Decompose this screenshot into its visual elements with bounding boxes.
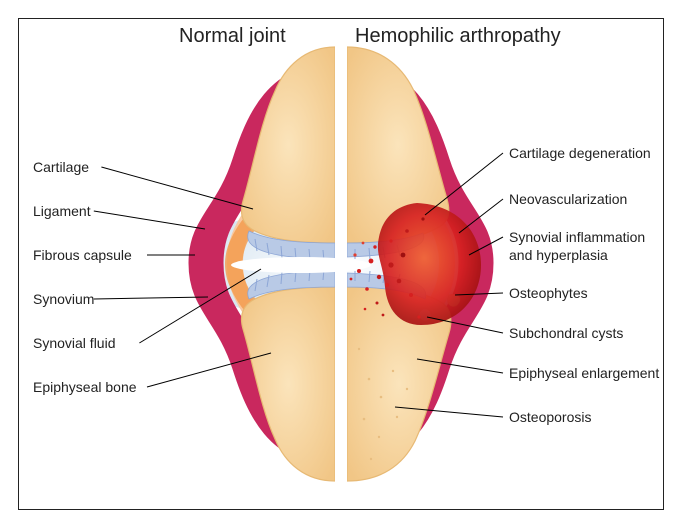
anatomy-label: Neovascularization — [509, 191, 627, 209]
anatomy-label: Synovial fluid — [33, 335, 116, 353]
anatomy-label: Osteoporosis — [509, 409, 591, 427]
anatomy-label: Synovium — [33, 291, 94, 309]
anatomy-label: Synovial inflammation and hyperplasia — [509, 229, 645, 264]
anatomy-label: Cartilage — [33, 159, 89, 177]
anatomy-label: Subchondral cysts — [509, 325, 623, 343]
anatomy-label: Osteophytes — [509, 285, 588, 303]
center-divider — [335, 43, 347, 485]
anatomy-label: Ligament — [33, 203, 91, 221]
title-hemophilic: Hemophilic arthropathy — [355, 25, 561, 48]
title-normal: Normal joint — [179, 25, 286, 48]
anatomy-label: Fibrous capsule — [33, 247, 132, 265]
anatomy-label: Epiphyseal enlargement — [509, 365, 659, 383]
anatomy-label: Cartilage degeneration — [509, 145, 651, 163]
diagram-frame: Normal joint Hemophilic arthropathy Cart… — [18, 18, 664, 510]
synovial-fluid-left — [231, 257, 371, 273]
anatomy-label: Epiphyseal bone — [33, 379, 137, 397]
